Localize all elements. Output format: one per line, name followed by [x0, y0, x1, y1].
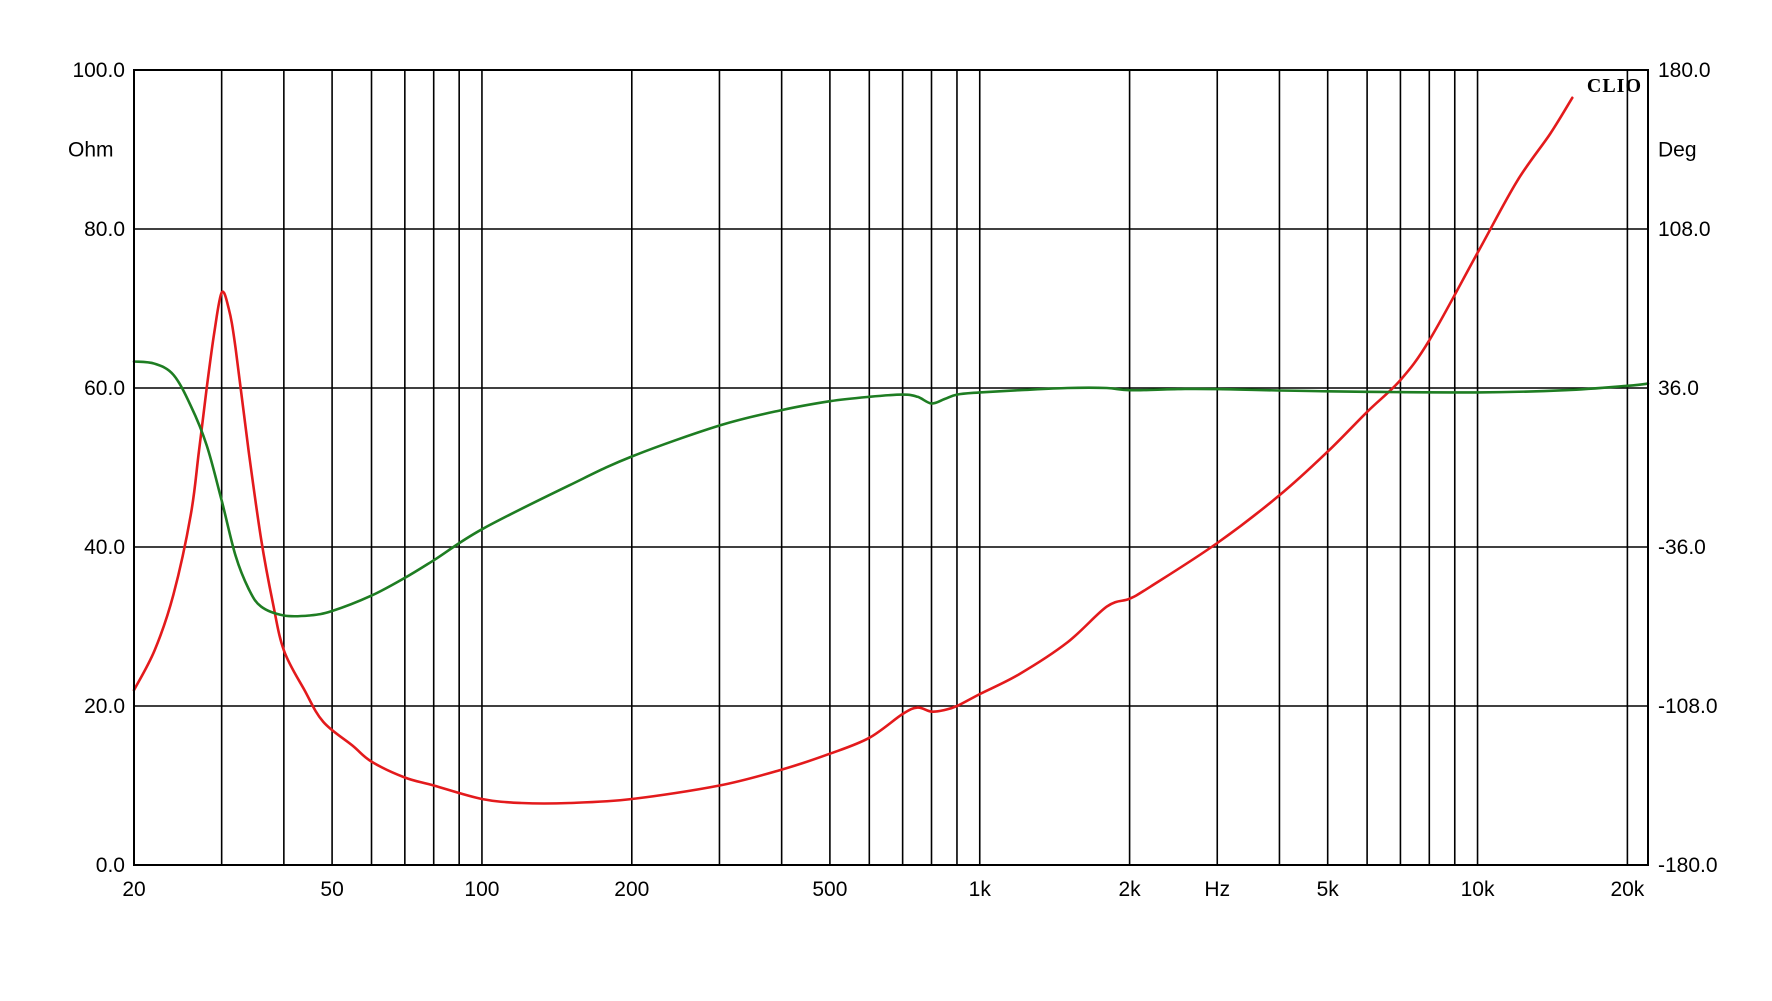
y-right-tick-label: -180.0	[1658, 854, 1718, 877]
plot-frame	[133, 69, 1649, 866]
y-right-tick-label: -36.0	[1658, 536, 1706, 559]
brand-logo-text: CLIO	[1587, 75, 1642, 97]
y-left-tick-label: 20.0	[84, 695, 125, 718]
x-tick-label: 20	[122, 878, 145, 901]
x-unit-label: Hz	[1204, 878, 1230, 901]
left-unit-label: Ohm	[68, 139, 114, 162]
y-right-tick-label: 108.0	[1658, 218, 1711, 241]
y-right-tick-label: 36.0	[1658, 377, 1699, 400]
x-tick-label: 10k	[1461, 878, 1495, 901]
x-tick-label: 2k	[1119, 878, 1142, 901]
impedance-curve	[132, 96, 1574, 805]
right-unit-label: Deg	[1658, 139, 1697, 162]
y-left-tick-label: 80.0	[84, 218, 125, 241]
curve-layer	[132, 96, 1650, 805]
y-right-tick-label: -108.0	[1658, 695, 1718, 718]
y-left-tick-label: 60.0	[84, 377, 125, 400]
label-layer: 0.0 20.0 40.0 60.0 80.0 100.0 -180.0 -108.0 -36.…	[68, 59, 1718, 901]
x-tick-label: 5k	[1317, 878, 1340, 901]
grid-layer	[134, 69, 1648, 866]
phase-curve	[132, 360, 1650, 618]
x-tick-label: 1k	[969, 878, 992, 901]
y-left-tick-label: 40.0	[84, 536, 125, 559]
x-tick-label: 200	[614, 878, 649, 901]
y-left-tick-label: 0.0	[96, 854, 125, 877]
x-tick-label: 20k	[1610, 878, 1644, 901]
y-right-tick-label: 180.0	[1658, 59, 1711, 82]
y-left-tick-label: 100.0	[72, 59, 125, 82]
x-tick-label: 100	[464, 878, 499, 901]
x-tick-label: 500	[812, 878, 847, 901]
x-tick-label: 50	[320, 878, 343, 901]
